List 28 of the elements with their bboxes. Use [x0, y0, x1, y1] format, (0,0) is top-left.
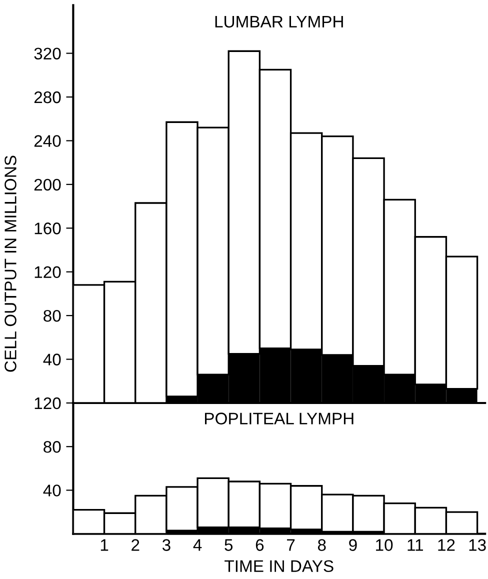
y-tick-label: 240	[34, 135, 61, 147]
y-tick-label: 160	[34, 222, 61, 234]
y-tick-label: 120	[34, 266, 61, 278]
x-tick-label: 11	[408, 539, 423, 551]
chart-title: LUMBAR LYMPH	[215, 16, 343, 28]
x-tick-label: 5	[224, 539, 233, 551]
x-tick-label: 9	[349, 539, 357, 551]
y-tick-label: 120	[34, 397, 61, 410]
x-tick-label: 8	[318, 539, 326, 551]
x-tick-label: 13	[469, 539, 486, 551]
x-tick-label: 7	[287, 539, 295, 551]
chart-title: POPLITEAL LYMPH	[205, 412, 354, 424]
y-tick-label: 80	[44, 441, 61, 453]
x-tick-label: 10	[376, 539, 393, 551]
y-axis-title: CELL OUTPUT IN MILLIONS	[4, 156, 16, 372]
y-tick-label: 200	[34, 178, 61, 191]
x-tick-label: 3	[162, 539, 170, 551]
y-tick-label: 320	[34, 48, 61, 60]
x-tick-label: 4	[193, 539, 202, 551]
x-tick-label: 6	[256, 539, 264, 551]
x-tick-label: 12	[438, 539, 455, 551]
y-tick-label: 40	[43, 354, 61, 366]
y-tick-label: 280	[34, 91, 61, 104]
x-tick-label: 2	[132, 539, 140, 551]
x-tick-label: 1	[100, 539, 108, 551]
x-axis-title: TIME IN DAYS	[224, 560, 334, 572]
y-tick-label: 40	[43, 484, 61, 496]
y-tick-label: 80	[44, 310, 61, 322]
